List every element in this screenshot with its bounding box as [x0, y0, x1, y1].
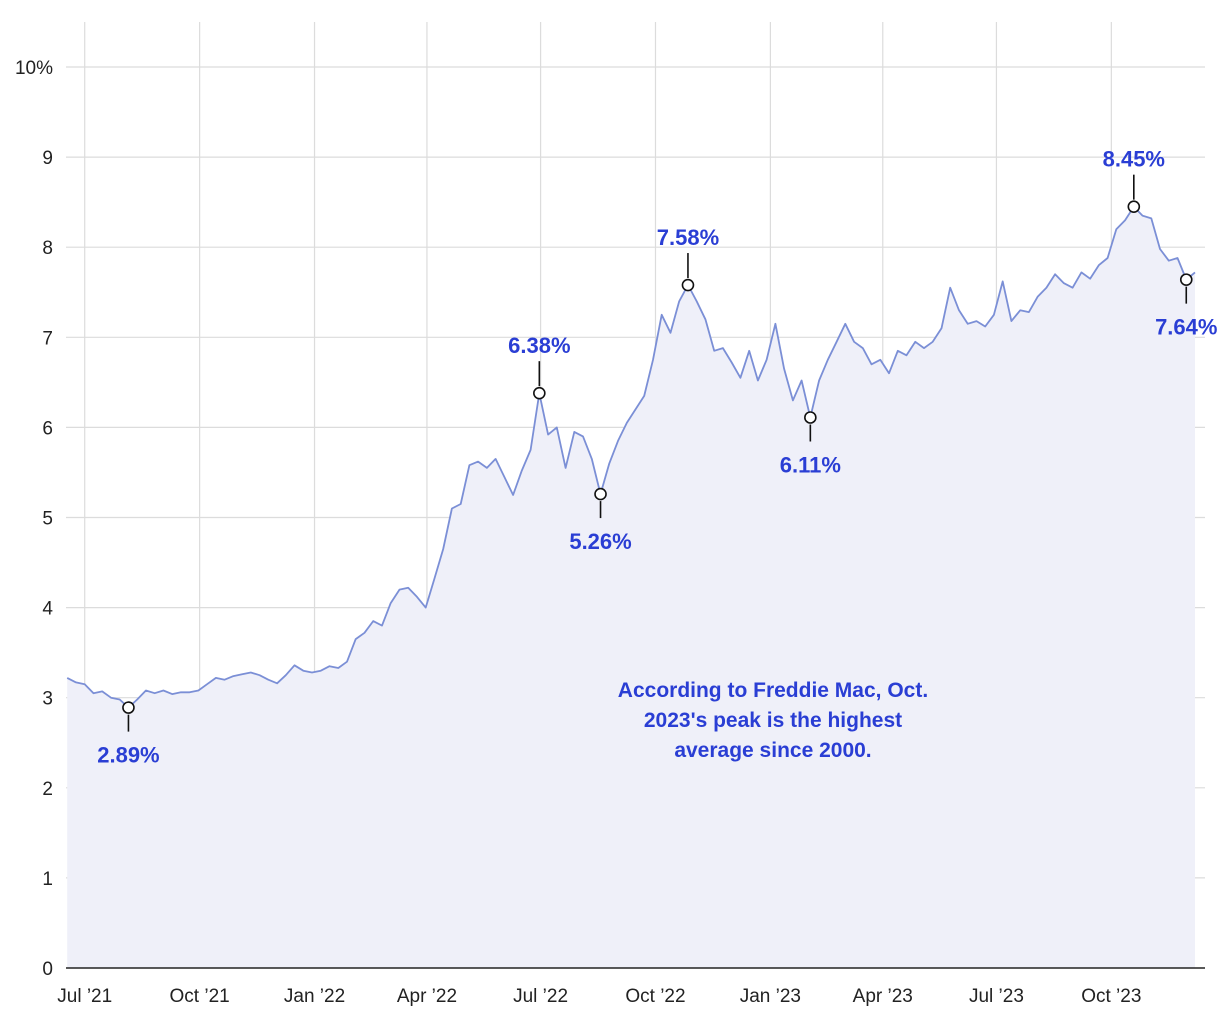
x-tick-label: Jan ’22: [284, 986, 345, 1007]
x-tick-label: Oct ’22: [625, 986, 685, 1007]
callout-marker: [681, 278, 695, 292]
y-tick-label: 2: [42, 779, 53, 800]
y-tick-label: 9: [42, 148, 53, 169]
y-tick-label: 3: [42, 689, 53, 710]
y-tick-label: 5: [42, 509, 53, 530]
x-tick-label: Jul ’23: [969, 986, 1024, 1007]
callout-layer: 2.89% 6.38% 5.26% 7.58% 6.11% 8.45% 7.64%: [97, 147, 1217, 768]
x-tick-label: Oct ’21: [170, 986, 230, 1007]
series-area: [67, 206, 1196, 968]
callout-label: 6.11%: [780, 452, 841, 477]
callout-label: 8.45%: [1103, 147, 1165, 172]
y-tick-label: 0: [42, 959, 53, 980]
x-tick-label: Apr ’23: [853, 986, 913, 1007]
callout-label: 2.89%: [97, 743, 159, 768]
y-tick-label: 7: [42, 328, 53, 349]
chart-annotation: According to Freddie Mac, Oct. 2023's pea…: [618, 679, 928, 762]
y-tick-label: 10%: [15, 58, 53, 79]
callout-marker: [533, 386, 546, 400]
y-tick-label: 4: [42, 599, 53, 620]
annotation-line: According to Freddie Mac, Oct.: [618, 679, 928, 702]
x-tick-label: Jul ’22: [513, 986, 568, 1007]
callout-marker: [1179, 273, 1193, 286]
y-tick-label: 1: [42, 869, 53, 890]
callout-marker: [122, 701, 135, 714]
x-tick-label: Oct ’23: [1081, 986, 1141, 1007]
annotation-line: average since 2000.: [674, 739, 871, 762]
x-tick-label: Jan ’23: [740, 986, 801, 1007]
y-tick-label: 6: [42, 418, 53, 439]
callout-label: 5.26%: [569, 529, 631, 554]
callout-marker: [804, 411, 817, 424]
y-tick-label: 8: [42, 238, 53, 259]
series-line: [66, 205, 1196, 709]
area-layer: [66, 205, 1196, 968]
callout-marker: [1127, 200, 1141, 213]
callout-label: 6.38%: [508, 333, 570, 358]
callout-marker: [594, 487, 607, 501]
callout-label: 7.64%: [1155, 315, 1217, 340]
callout-label: 7.58%: [657, 225, 719, 250]
x-tick-label: Jul ’21: [57, 986, 112, 1007]
axis-layer: 0 1 2 3 4 5 6 7 8 9 10% Jul ’21 Oct ’21 Jan ’22 Apr ’2…: [15, 58, 1205, 1007]
x-tick-label: Apr ’22: [397, 986, 457, 1007]
annotation-line: 2023's peak is the highest: [644, 709, 902, 732]
